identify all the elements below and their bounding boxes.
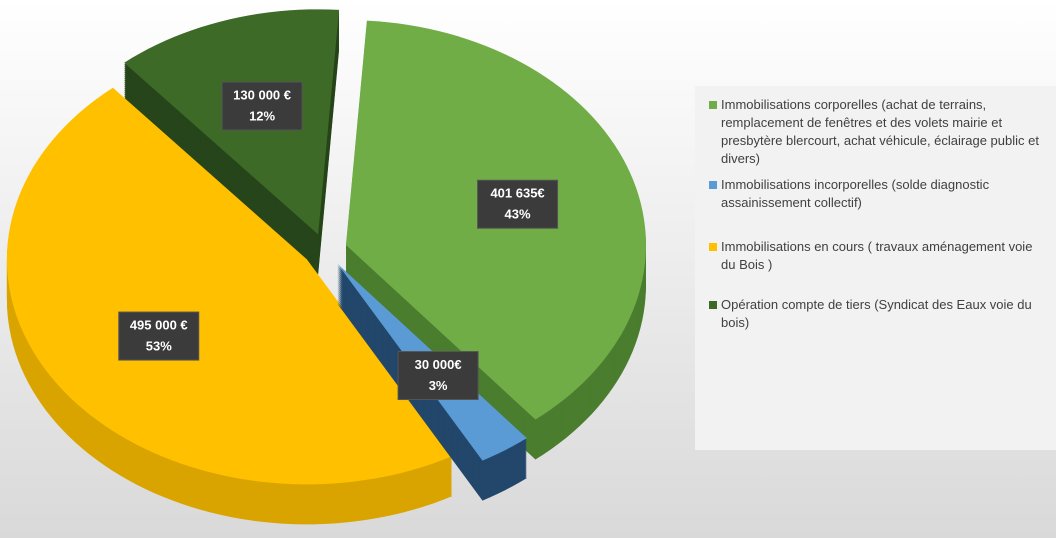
- percentage-label: 3%: [429, 378, 448, 393]
- legend-entry: Immobilisations en cours ( travaux aména…: [709, 238, 1048, 274]
- legend-text: Immobilisations en cours ( travaux aména…: [721, 239, 1033, 272]
- percentage-label: 53%: [146, 339, 172, 354]
- legend-swatch: [709, 101, 717, 109]
- legend-entry: Immobilisations incorporelles (solde dia…: [709, 176, 1048, 212]
- percentage-label: 43%: [505, 207, 531, 222]
- slice: [6, 87, 453, 485]
- label-box: [221, 81, 303, 131]
- data-label: 495 000 € 53%: [118, 311, 200, 361]
- label-box: [397, 351, 479, 401]
- value-label: 30 000€: [415, 357, 462, 372]
- data-label: 401 635€ 43%: [477, 179, 559, 229]
- legend-text: Opération compte de tiers (Syndicat des …: [721, 297, 1032, 330]
- legend-entry: Opération compte de tiers (Syndicat des …: [709, 296, 1048, 332]
- label-box: [477, 179, 559, 229]
- label-box: [118, 311, 200, 361]
- data-label: 130 000 € 12%: [221, 81, 303, 131]
- legend-entry: Immobilisations corporelles (achat de te…: [709, 96, 1048, 168]
- legend-swatch: [709, 301, 717, 309]
- legend-swatch: [709, 181, 717, 189]
- percentage-label: 12%: [249, 108, 275, 123]
- legend-swatch: [709, 243, 717, 251]
- legend-text: Immobilisations corporelles (achat de te…: [721, 97, 1039, 166]
- value-label: 130 000 €: [233, 87, 291, 102]
- data-label: 30 000€ 3%: [397, 351, 479, 401]
- value-label: 495 000 €: [130, 318, 188, 333]
- value-label: 401 635€: [490, 186, 544, 201]
- legend: Immobilisations corporelles (achat de te…: [695, 86, 1056, 450]
- legend-text: Immobilisations incorporelles (solde dia…: [721, 177, 990, 210]
